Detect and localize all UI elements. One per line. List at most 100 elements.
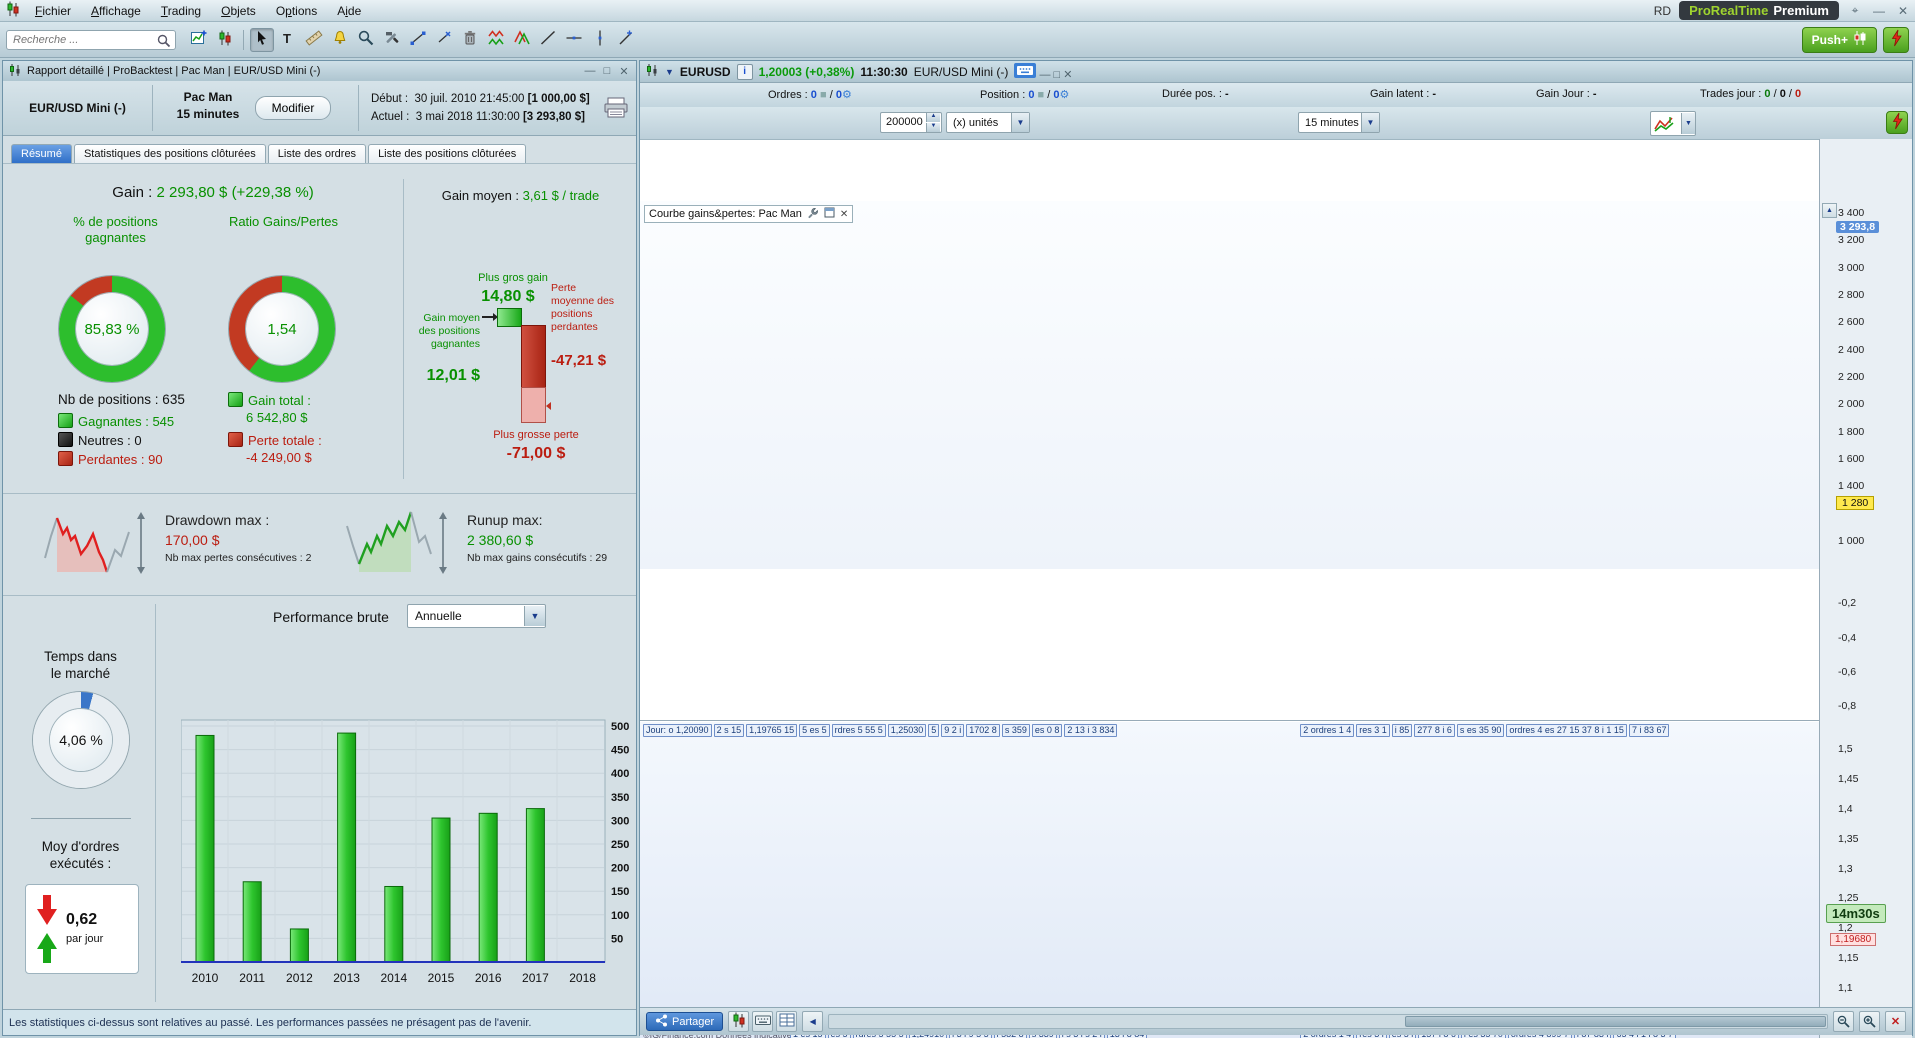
price-axis-label: 1,15 bbox=[1838, 952, 1858, 964]
zoom-in-button[interactable] bbox=[1859, 1011, 1880, 1032]
svg-text:2015: 2015 bbox=[428, 971, 455, 985]
gain-loss-ratio-value: 1,54 bbox=[246, 293, 318, 365]
svg-text:100: 100 bbox=[611, 910, 629, 922]
wrench-icon[interactable] bbox=[807, 207, 819, 222]
share-button[interactable]: Partager bbox=[646, 1012, 723, 1031]
pattern-zigzag-button[interactable] bbox=[484, 28, 508, 52]
close-icon[interactable]: ✕ bbox=[1895, 4, 1911, 18]
search-icon bbox=[156, 33, 172, 52]
close-icon[interactable]: ✕ bbox=[617, 65, 631, 78]
semiline-button[interactable] bbox=[614, 28, 638, 52]
order-label-chip: Jour: o 1,20090 bbox=[643, 724, 712, 737]
maximize-icon[interactable]: □ bbox=[1054, 69, 1061, 81]
runup-sub: Nb max gains consécutifs : 29 bbox=[467, 552, 607, 564]
gain-loss-ratio-donut: 1,54 bbox=[229, 276, 335, 382]
instrument-name: EUR/USD Mini (-) bbox=[3, 81, 152, 135]
delete-button[interactable] bbox=[458, 28, 482, 52]
tab-resume[interactable]: Résumé bbox=[11, 144, 72, 163]
search-input[interactable] bbox=[6, 30, 176, 50]
candles-button[interactable] bbox=[213, 28, 237, 52]
zoom-out-button[interactable] bbox=[1833, 1011, 1854, 1032]
drawdown-sub: Nb max pertes consécutives : 2 bbox=[165, 552, 311, 564]
zoom-button[interactable] bbox=[354, 28, 378, 52]
performance-bar-chart[interactable]: 5010015020025030035040045050020102011201… bbox=[181, 716, 637, 1002]
avg-orders-unit: par jour bbox=[66, 933, 103, 945]
close-red-button[interactable]: ✕ bbox=[1885, 1011, 1906, 1032]
candles-icon bbox=[730, 1011, 748, 1032]
table-icon bbox=[778, 1011, 796, 1032]
order-labels-top-right: 2 ordres 1 4res 3 1i 85277 8 i 6s es 35 … bbox=[1300, 724, 1772, 737]
push-plus-button[interactable]: Push+ bbox=[1802, 27, 1877, 53]
report-window-titlebar[interactable]: Rapport détaillé | ProBacktest | Pac Man… bbox=[3, 61, 636, 82]
candles-button[interactable] bbox=[728, 1011, 749, 1032]
proorder-flash-button[interactable] bbox=[1883, 27, 1909, 53]
hline-button[interactable] bbox=[562, 28, 586, 52]
chart-style-select[interactable]: ▼ bbox=[1650, 111, 1696, 136]
price-chart-pane[interactable]: Jour: o 1,200902 s 151,19765 155 es 5rdr… bbox=[640, 722, 1819, 1038]
minimize-icon[interactable]: ― bbox=[583, 65, 597, 78]
minimize-icon[interactable]: ― bbox=[1039, 69, 1050, 81]
tab-tab1[interactable]: Statistiques des positions clôturées bbox=[74, 144, 266, 163]
segment-x-icon bbox=[435, 29, 453, 50]
gear-icon[interactable]: ■ bbox=[820, 89, 827, 101]
menu-item-trading[interactable]: Trading bbox=[152, 2, 210, 20]
perf-period-select[interactable]: Annuelle▼ bbox=[407, 604, 546, 628]
menu-item-fichier[interactable]: Fichier bbox=[26, 2, 80, 20]
vline-icon bbox=[591, 29, 609, 50]
text-button[interactable]: T bbox=[276, 28, 300, 52]
gear-icon[interactable]: ■ bbox=[1038, 89, 1045, 101]
close-icon[interactable]: ✕ bbox=[1063, 69, 1072, 81]
proorder-flash-button[interactable] bbox=[1886, 111, 1908, 134]
pattern-channel-button[interactable] bbox=[510, 28, 534, 52]
gear-icon[interactable]: ⚙ bbox=[1059, 89, 1069, 101]
svg-text:300: 300 bbox=[611, 815, 629, 827]
horizontal-scrollbar[interactable] bbox=[828, 1014, 1828, 1029]
segment-x-button[interactable] bbox=[432, 28, 456, 52]
ruler-button[interactable] bbox=[302, 28, 326, 52]
tab-tab2[interactable]: Liste des ordres bbox=[268, 144, 366, 163]
equity-curve-pane[interactable]: Courbe gains&pertes: Pac Man✕ bbox=[640, 201, 1819, 570]
menu-item-aide[interactable]: Aide bbox=[328, 2, 370, 20]
scroll-up-icon[interactable]: ▲ bbox=[1822, 203, 1837, 218]
exposure-indicator-pane[interactable] bbox=[640, 569, 1819, 721]
duration-info: Durée pos. : - bbox=[1162, 88, 1229, 100]
vline-button[interactable] bbox=[588, 28, 612, 52]
menu-item-affichage[interactable]: Affichage bbox=[82, 2, 150, 20]
chart-window-titlebar[interactable]: ▼ EURUSD i 1,20003 (+0,38%) 11:30:30 EUR… bbox=[640, 61, 1912, 83]
scroll-left-button[interactable]: ◀ bbox=[802, 1011, 823, 1032]
info-icon[interactable]: i bbox=[737, 64, 753, 80]
trendline-button[interactable] bbox=[406, 28, 430, 52]
time-in-market-donut: 4,06 % bbox=[33, 692, 129, 788]
chart-bottom-toolbar: Partager ◀ ✕ bbox=[640, 1007, 1912, 1035]
cursor-button[interactable] bbox=[250, 28, 274, 52]
alarm-icon bbox=[331, 29, 349, 50]
close-icon[interactable]: ✕ bbox=[840, 209, 848, 220]
tools-icon bbox=[383, 29, 401, 50]
tab-tab3[interactable]: Liste des positions clôturées bbox=[368, 144, 526, 163]
keyboard-icon[interactable] bbox=[1014, 63, 1036, 78]
unit-select[interactable]: (x) unités▼ bbox=[946, 112, 1030, 133]
print-icon[interactable] bbox=[603, 95, 629, 122]
table-button[interactable] bbox=[776, 1011, 797, 1032]
minimize-icon[interactable]: ― bbox=[1871, 4, 1887, 18]
timeframe-select[interactable]: 15 minutes▼ bbox=[1298, 112, 1380, 133]
line-button[interactable] bbox=[536, 28, 560, 52]
modify-button[interactable]: Modifier bbox=[255, 96, 331, 120]
spin-up-icon[interactable]: ▲ bbox=[926, 113, 940, 122]
menu-item-options[interactable]: Options bbox=[267, 2, 326, 20]
gear-icon[interactable]: ⚙ bbox=[842, 89, 852, 101]
alarm-button[interactable] bbox=[328, 28, 352, 52]
pin-icon[interactable]: ⌖ bbox=[1847, 3, 1863, 18]
window-icon[interactable] bbox=[824, 207, 835, 221]
menu-item-objets[interactable]: Objets bbox=[212, 2, 265, 20]
report-window: Rapport détaillé | ProBacktest | Pac Man… bbox=[2, 60, 637, 1036]
quantity-stepper[interactable]: 200000 ▲ ▼ bbox=[880, 112, 942, 133]
price-axis-label: 1,35 bbox=[1838, 833, 1858, 845]
keyboard-button[interactable] bbox=[752, 1011, 773, 1032]
spin-down-icon[interactable]: ▼ bbox=[926, 123, 940, 132]
chevron-down-icon[interactable]: ▼ bbox=[665, 67, 674, 77]
tools-button[interactable] bbox=[380, 28, 404, 52]
new-chart-button[interactable] bbox=[187, 28, 211, 52]
scrollbar-thumb[interactable] bbox=[1405, 1016, 1826, 1027]
maximize-icon[interactable]: □ bbox=[600, 65, 614, 78]
